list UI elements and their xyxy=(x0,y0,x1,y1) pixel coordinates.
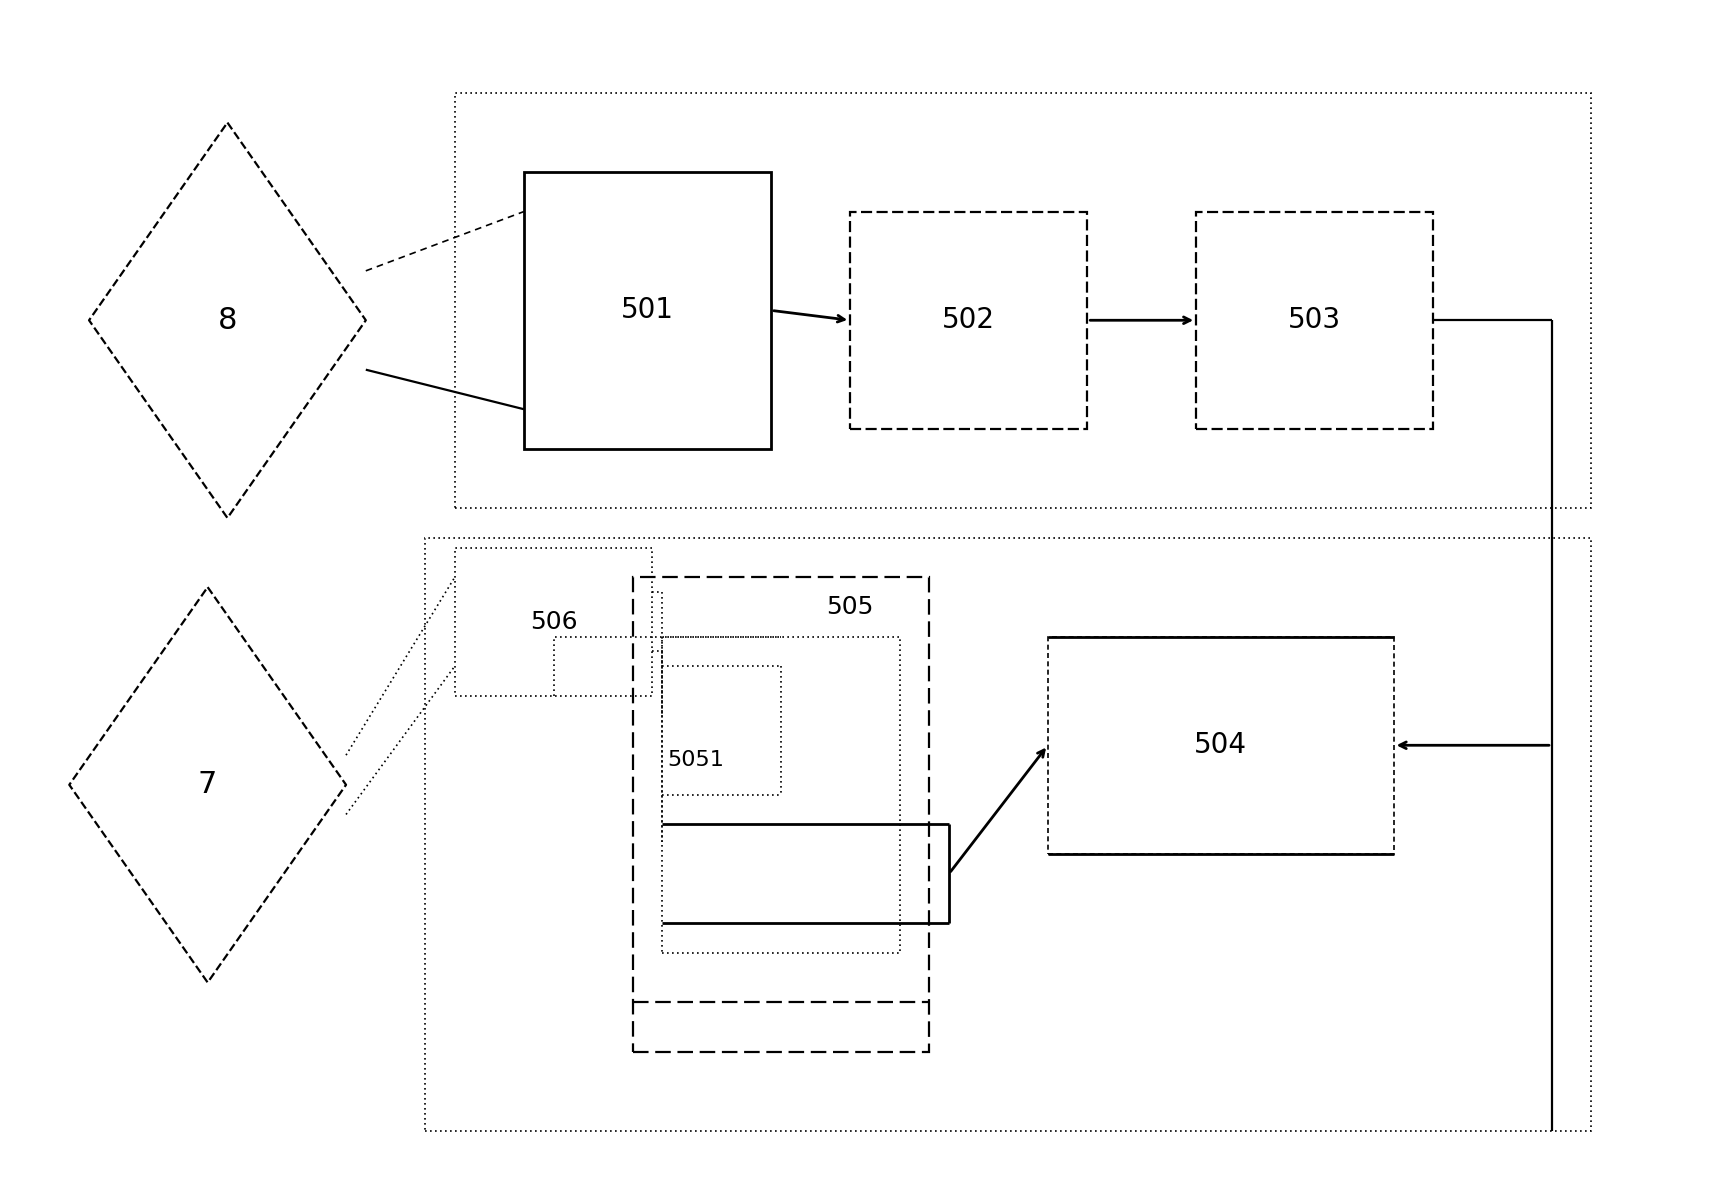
Text: 503: 503 xyxy=(1288,306,1342,334)
Text: 8: 8 xyxy=(218,305,237,335)
Bar xyxy=(525,172,771,449)
Text: 505: 505 xyxy=(826,595,874,619)
Text: 7: 7 xyxy=(198,771,217,800)
Bar xyxy=(850,212,1087,429)
Bar xyxy=(662,637,900,953)
Text: 502: 502 xyxy=(943,306,996,334)
Text: 501: 501 xyxy=(621,297,674,324)
Text: 504: 504 xyxy=(1194,731,1247,759)
Bar xyxy=(425,537,1591,1131)
Bar xyxy=(1047,637,1393,853)
Text: 5051: 5051 xyxy=(667,751,724,770)
Bar xyxy=(454,93,1591,508)
Bar xyxy=(454,547,652,695)
Text: 506: 506 xyxy=(530,609,578,633)
Bar xyxy=(1195,212,1433,429)
Bar xyxy=(633,577,929,1052)
